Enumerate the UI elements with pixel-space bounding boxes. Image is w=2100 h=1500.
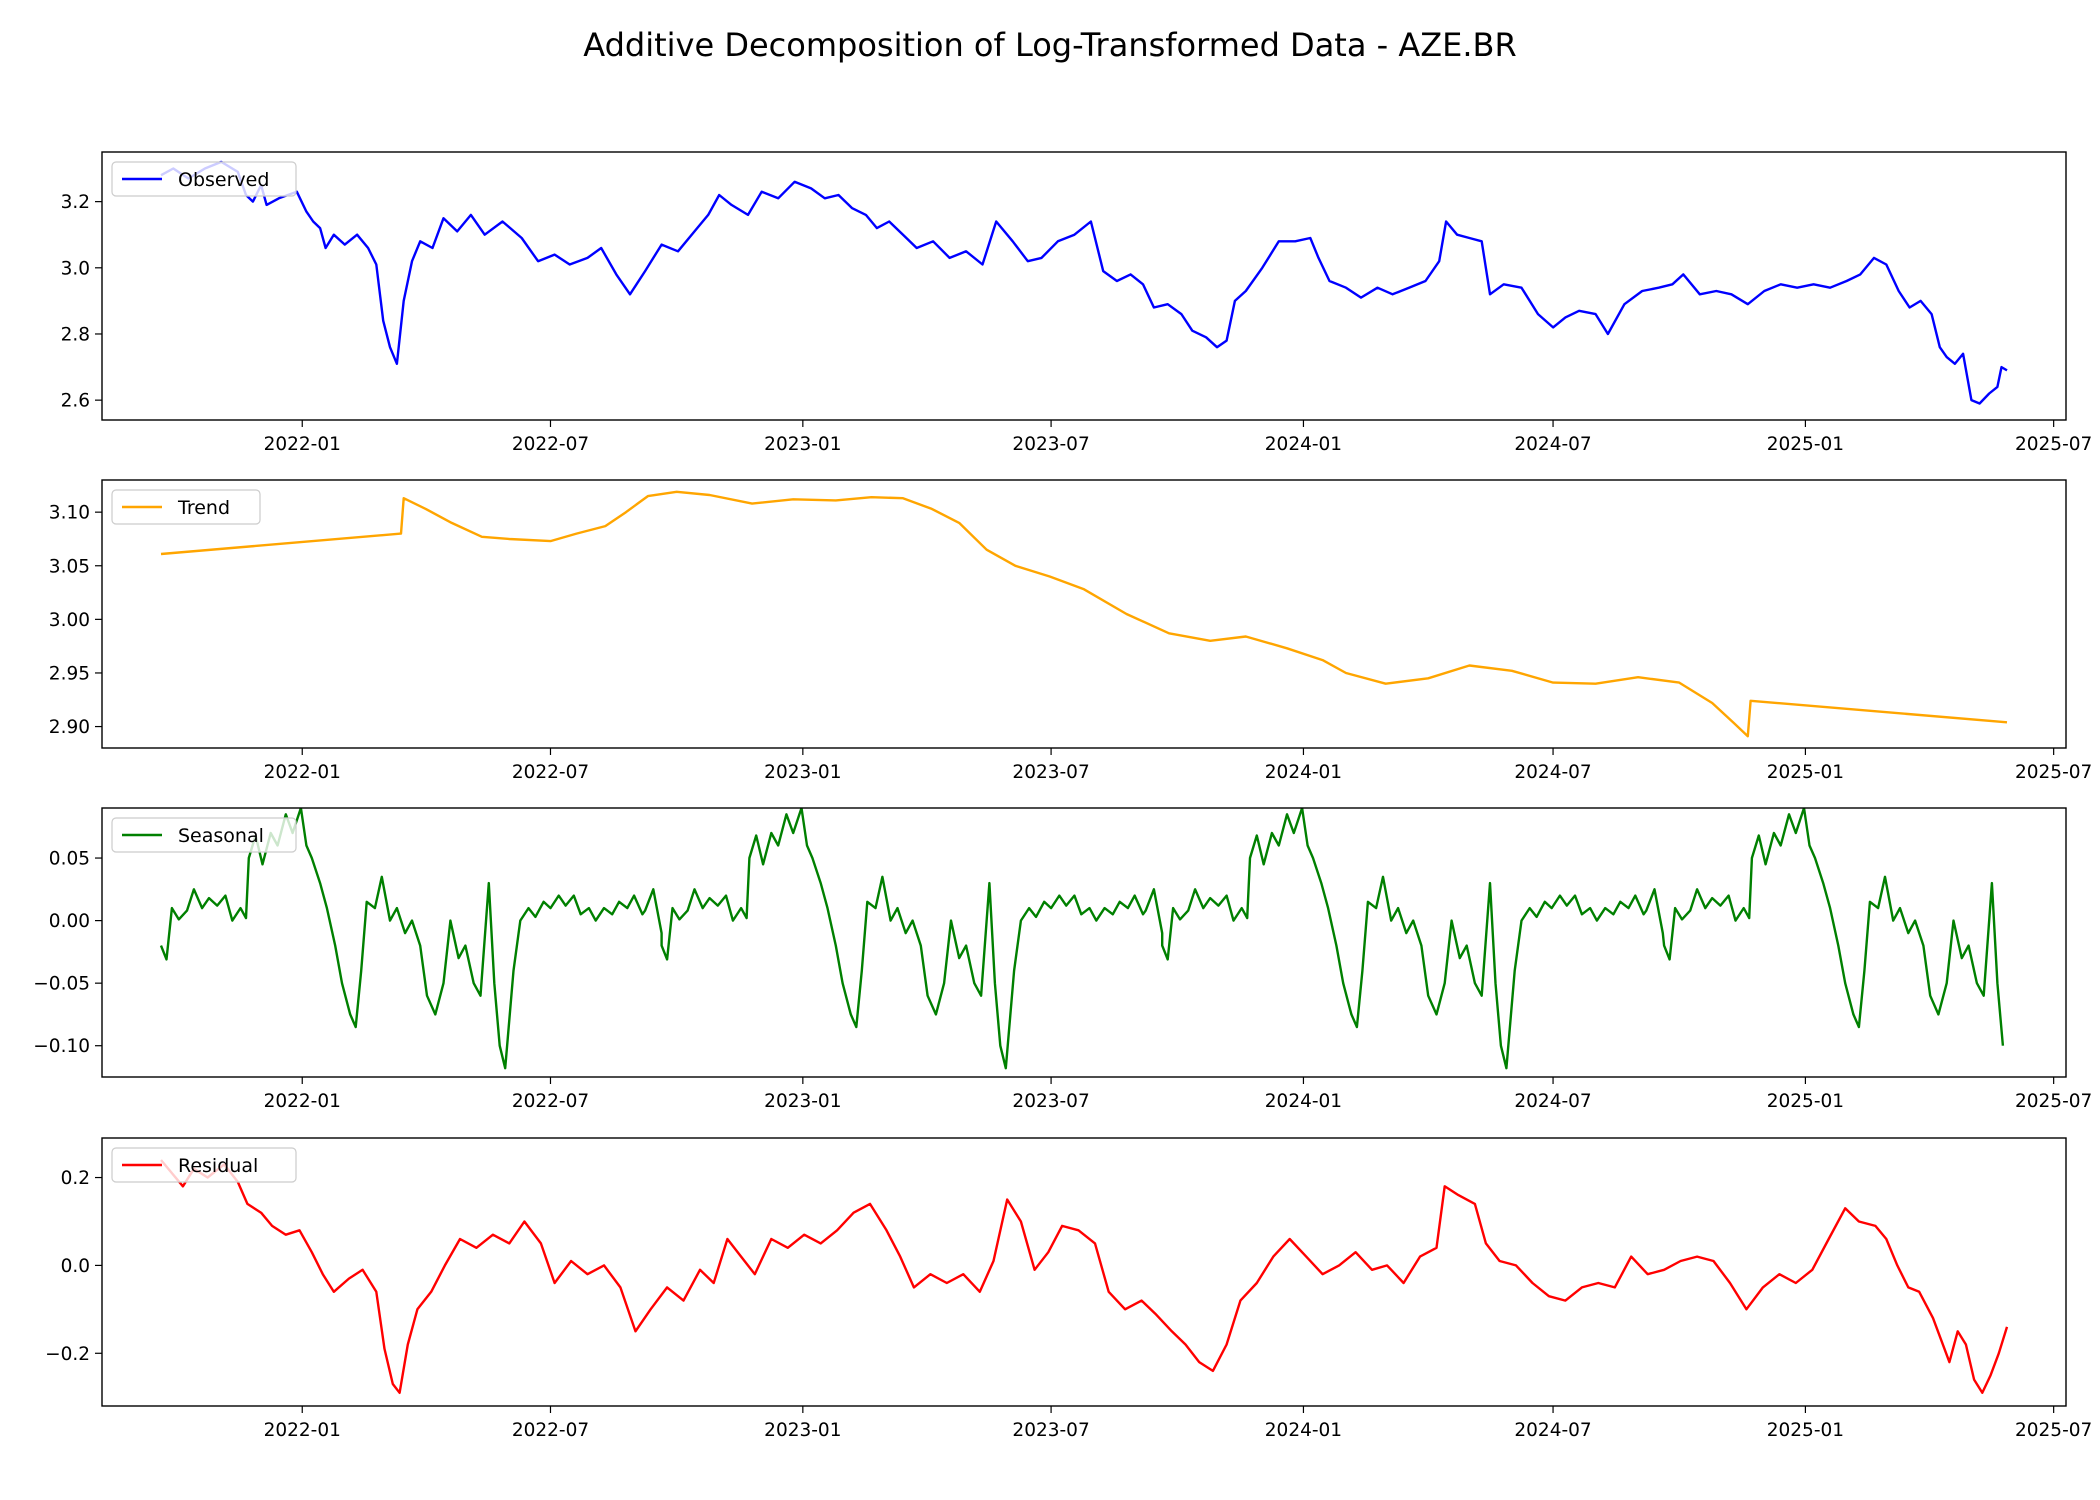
y-tick-label: 0.2 <box>61 1168 90 1189</box>
x-tick-label: 2025-07 <box>2015 1420 2092 1441</box>
x-tick-label: 2023-07 <box>1012 1420 1089 1441</box>
legend-seasonal: Seasonal <box>111 817 297 853</box>
x-tick-label: 2024-07 <box>1514 434 1591 455</box>
x-tick-label: 2022-01 <box>264 1091 341 1112</box>
x-tick-label: 2025-01 <box>1767 1091 1844 1112</box>
x-tick-label: 2025-01 <box>1767 762 1844 783</box>
series-line-residual <box>160 1159 2009 1394</box>
x-tick-label: 2025-01 <box>1767 434 1844 455</box>
x-tick-label: 2024-07 <box>1514 1420 1591 1441</box>
legend-label: Observed <box>178 169 269 191</box>
x-tick-label: 2024-01 <box>1265 1420 1342 1441</box>
y-tick-label: −0.05 <box>33 974 90 995</box>
series-line-trend <box>160 490 2008 738</box>
y-tick-label: 3.0 <box>61 258 90 279</box>
y-tick-label: 2.90 <box>49 717 90 738</box>
panel-residual: −0.2 0.0 0.2 2022-01 2022-07 2023-01 2023-07 20… <box>45 1137 2092 1441</box>
x-tick-label: 2022-07 <box>512 762 589 783</box>
axes-frame <box>101 807 2067 1078</box>
x-tick-label: 2022-07 <box>512 434 589 455</box>
x-tick-label: 2023-01 <box>764 1420 841 1441</box>
x-tick-label: 2024-01 <box>1265 1091 1342 1112</box>
legend-box <box>111 817 297 853</box>
legend-label: Residual <box>178 1155 258 1177</box>
legend-label: Trend <box>177 497 230 519</box>
legend-observed: Observed <box>111 161 297 197</box>
y-tick-label: 0.00 <box>49 911 90 932</box>
legend-residual: Residual <box>111 1147 297 1183</box>
x-tick-label: 2025-07 <box>2015 1091 2092 1112</box>
y-tick-label: −0.2 <box>45 1344 90 1365</box>
panel-observed: 2.6 2.8 3.0 3.2 2022-01 2022-07 2023-01 2023-07… <box>61 151 2092 455</box>
panels: 2.6 2.8 3.0 3.2 2022-01 2022-07 2023-01 2023-07… <box>33 151 2092 1441</box>
axes-frame <box>101 151 2067 421</box>
x-tick-label: 2024-01 <box>1265 762 1342 783</box>
y-tick-label: 3.05 <box>49 556 90 577</box>
x-tick-label: 2025-07 <box>2015 762 2092 783</box>
x-tick-label: 2022-07 <box>512 1420 589 1441</box>
y-tick-label: 0.0 <box>61 1256 90 1277</box>
x-tick-label: 2022-07 <box>512 1091 589 1112</box>
axes-frame <box>101 1137 2067 1407</box>
legend-label: Seasonal <box>178 825 264 847</box>
x-tick-label: 2023-07 <box>1012 762 1089 783</box>
x-tick-label: 2024-07 <box>1514 762 1591 783</box>
x-tick-label: 2023-01 <box>764 1091 841 1112</box>
legend-box <box>111 489 261 525</box>
x-tick-label: 2025-07 <box>2015 434 2092 455</box>
y-tick-label: 2.95 <box>49 663 90 684</box>
legend-box <box>111 161 297 197</box>
legend-trend: Trend <box>111 489 261 525</box>
x-tick-label: 2023-01 <box>764 434 841 455</box>
x-tick-label: 2023-07 <box>1012 1091 1089 1112</box>
x-tick-label: 2023-01 <box>764 762 841 783</box>
axes-frame <box>101 479 2067 749</box>
series-line-seasonal <box>159 808 2005 1070</box>
y-tick-label: −0.10 <box>33 1036 90 1057</box>
legend-box <box>111 1147 297 1183</box>
panel-trend: 2.90 2.95 3.00 3.05 3.10 2022-01 2022-07 2023-0… <box>49 479 2092 783</box>
y-tick-label: 2.8 <box>61 324 90 345</box>
y-tick-label: 3.10 <box>49 503 90 524</box>
y-tick-label: 3.00 <box>49 610 90 631</box>
x-tick-label: 2024-01 <box>1265 434 1342 455</box>
panel-seasonal: −0.10 −0.05 0.00 0.05 2022-01 2022-07 2023-01 2… <box>33 807 2092 1112</box>
x-tick-label: 2022-01 <box>264 434 341 455</box>
x-tick-label: 2022-01 <box>264 762 341 783</box>
series-line-observed <box>160 160 2008 405</box>
y-tick-label: 0.05 <box>49 849 90 870</box>
x-tick-label: 2022-01 <box>264 1420 341 1441</box>
y-tick-label: 2.6 <box>61 391 90 412</box>
y-tick-label: 3.2 <box>61 192 90 213</box>
figure-title: Additive Decomposition of Log-Transforme… <box>583 26 1516 64</box>
x-tick-label: 2024-07 <box>1514 1091 1591 1112</box>
x-tick-label: 2025-01 <box>1767 1420 1844 1441</box>
x-tick-label: 2023-07 <box>1012 434 1089 455</box>
